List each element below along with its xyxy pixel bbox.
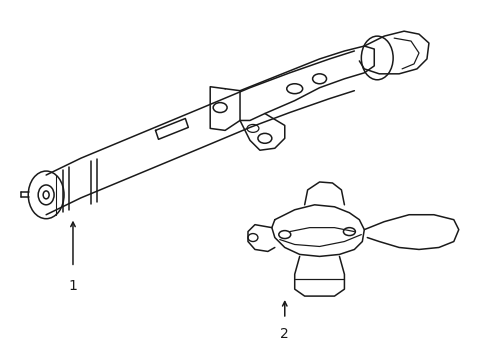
Text: 2: 2	[280, 327, 288, 341]
Text: 1: 1	[68, 279, 77, 293]
